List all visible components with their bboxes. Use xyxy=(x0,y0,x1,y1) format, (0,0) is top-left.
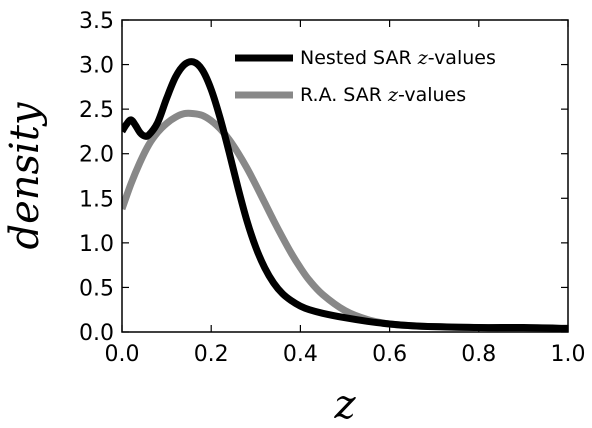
ticks-layer: 0.0 0.2 0.4 0.6 0.8 1.0 0.0 0.5 1.0 1.5 2.0 2.5 3.0 3… xyxy=(79,9,586,367)
y-tick-label: 1.0 xyxy=(79,232,114,257)
x-axis-title: z xyxy=(333,382,356,428)
legend-label-math: z xyxy=(387,84,399,106)
y-tick-label: 3.5 xyxy=(79,9,114,34)
x-tick-label: 0.0 xyxy=(105,342,140,367)
y-tick-label: 3.0 xyxy=(79,54,114,79)
series-line-ra-sar xyxy=(122,109,568,332)
series-line-nested-sar xyxy=(122,58,568,332)
legend-label-suffix: -values xyxy=(428,47,496,69)
legend-label: R.A. SAR z-values xyxy=(300,84,466,106)
legend-label-prefix: Nested SAR xyxy=(300,47,418,69)
series-layer xyxy=(122,58,568,332)
y-tick-label: 2.0 xyxy=(79,143,114,168)
y-tick-label: 2.5 xyxy=(79,98,114,123)
x-tick-label: 0.6 xyxy=(372,342,407,367)
x-tick-label: 0.8 xyxy=(461,342,496,367)
legend-label-prefix: R.A. SAR xyxy=(300,84,388,106)
y-tick-label: 1.5 xyxy=(79,187,114,212)
plot-frame xyxy=(121,19,569,333)
legend-label: Nested SAR z-values xyxy=(300,47,496,69)
y-tick-label: 0.0 xyxy=(79,321,114,346)
x-tick-label: 1.0 xyxy=(551,342,586,367)
x-tick-label: 0.4 xyxy=(283,342,318,367)
legend-label-suffix: -values xyxy=(398,84,466,106)
legend-label-math: z xyxy=(417,47,429,69)
y-tick-label: 0.5 xyxy=(79,276,114,301)
x-tick-label: 0.2 xyxy=(194,342,229,367)
y-axis-title: density xyxy=(2,101,48,249)
